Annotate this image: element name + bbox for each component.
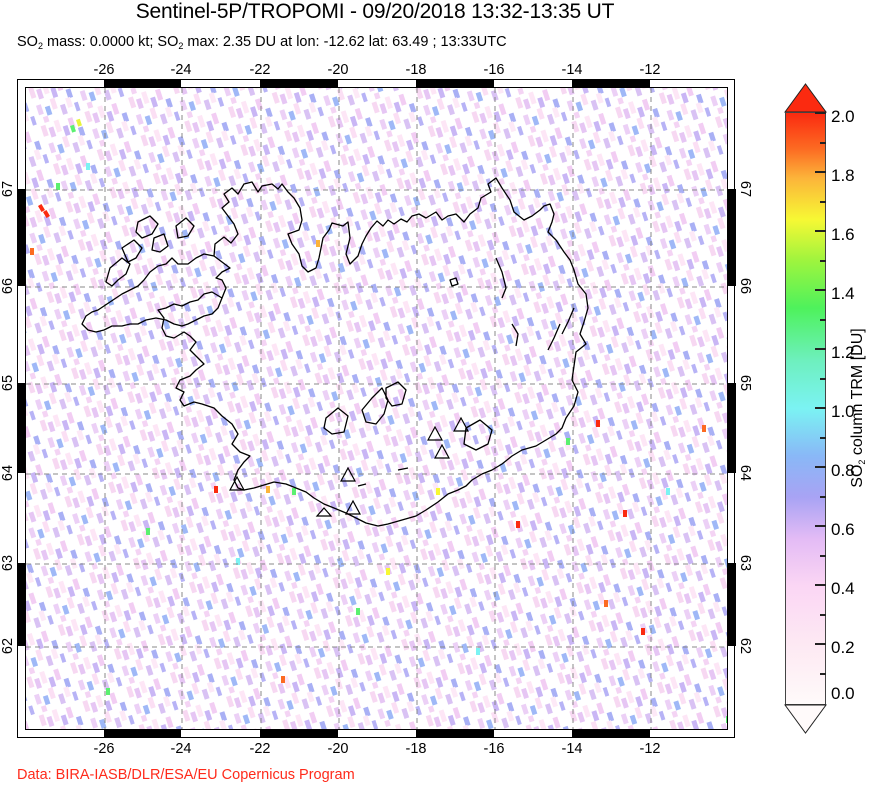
- colorbar-title: SO2 column TRM [DU]: [849, 328, 867, 487]
- lat-tick-right: 67: [737, 180, 753, 198]
- lon-tick-bottom: -20: [327, 741, 349, 757]
- lat-tick-left: 62: [0, 637, 16, 655]
- lat-tick-right: 62: [737, 637, 753, 655]
- lon-tick-bottom: -16: [483, 741, 505, 757]
- subscript: 2: [178, 41, 184, 51]
- iceland-coastline: [81, 177, 589, 527]
- lat-tick-left: 66: [0, 277, 16, 295]
- triangle-icon: [228, 475, 246, 491]
- lon-tick-top: -26: [93, 62, 115, 78]
- lat-tick-left: 63: [0, 554, 16, 572]
- lon-tick-top: -18: [405, 62, 427, 78]
- lat-tick-right: 64: [737, 464, 753, 482]
- volcano-markers: [228, 416, 470, 517]
- lon-tick-top: -12: [639, 62, 661, 78]
- colorbar-tick-label: 0.0: [831, 684, 855, 703]
- lat-tick-right: 63: [737, 554, 753, 572]
- lon-tick-top: -14: [561, 62, 583, 78]
- chart-title: Sentinel-5P/TROPOMI - 09/20/2018 13:32-1…: [135, 0, 615, 23]
- triangle-icon: [315, 507, 333, 517]
- colorbar-tick-label: 1.4: [831, 284, 855, 303]
- lat-tick-left: 67: [0, 180, 16, 198]
- subtitle-text: SO: [17, 34, 38, 50]
- triangle-icon: [433, 443, 451, 459]
- colorbar-tick-label: 0.4: [831, 579, 855, 598]
- lon-tick-top: -20: [327, 62, 349, 78]
- triangle-icon: [426, 425, 444, 441]
- triangle-icon: [452, 416, 470, 432]
- lon-tick-top: -16: [483, 62, 505, 78]
- colorbar-min-arrow-icon: [784, 704, 827, 734]
- colorbar-title-text: SO: [849, 464, 866, 488]
- lon-tick-bottom: -26: [93, 741, 115, 757]
- lat-tick-right: 65: [737, 374, 753, 392]
- data-credit: Data: BIRA-IASB/DLR/ESA/EU Copernicus Pr…: [17, 767, 355, 783]
- colorbar-tick-label: 1.2: [831, 343, 855, 362]
- lon-tick-bottom: -22: [249, 741, 271, 757]
- colorbar-tick-label: 2.0: [831, 107, 855, 126]
- lon-tick-bottom: -14: [561, 741, 583, 757]
- colorbar-tick-label: 1.8: [831, 166, 855, 185]
- subscript: 2: [37, 41, 43, 51]
- colorbar-tick-label: 1.6: [831, 225, 855, 244]
- lon-tick-top: -24: [170, 62, 192, 78]
- subscript: 2: [857, 459, 867, 465]
- subtitle-text: mass: 0.0000 kt; SO: [42, 34, 179, 50]
- graticule: [26, 88, 727, 729]
- lon-tick-bottom: -12: [639, 741, 661, 757]
- lon-tick-bottom: -18: [405, 741, 427, 757]
- so2-heatmap: [26, 88, 727, 729]
- lon-tick-top: -22: [249, 62, 271, 78]
- colorbar-title-text: column TRM [DU]: [849, 328, 866, 460]
- map-plot-area[interactable]: [25, 87, 728, 730]
- subtitle-text: max: 2.35 DU at lon: -12.62 lat: 63.49 ;…: [183, 34, 507, 50]
- lat-tick-right: 66: [737, 277, 753, 295]
- colorbar-tick-label: 0.8: [831, 461, 855, 480]
- colorbar-tick-label: 0.2: [831, 638, 855, 657]
- colorbar-tick-label: 1.0: [831, 402, 855, 421]
- lon-tick-bottom: -24: [170, 741, 192, 757]
- triangle-icon: [339, 466, 357, 482]
- triangle-icon: [344, 499, 362, 515]
- colorbar-gradient: [785, 112, 826, 705]
- lat-tick-left: 64: [0, 464, 16, 482]
- colorbar-max-arrow-icon: [784, 83, 827, 113]
- lat-tick-left: 65: [0, 374, 16, 392]
- colorbar-tick-label: 0.6: [831, 520, 855, 539]
- chart-subtitle: SO2 mass: 0.0000 kt; SO2 max: 2.35 DU at…: [17, 33, 507, 55]
- high-value-pixels: [30, 118, 727, 723]
